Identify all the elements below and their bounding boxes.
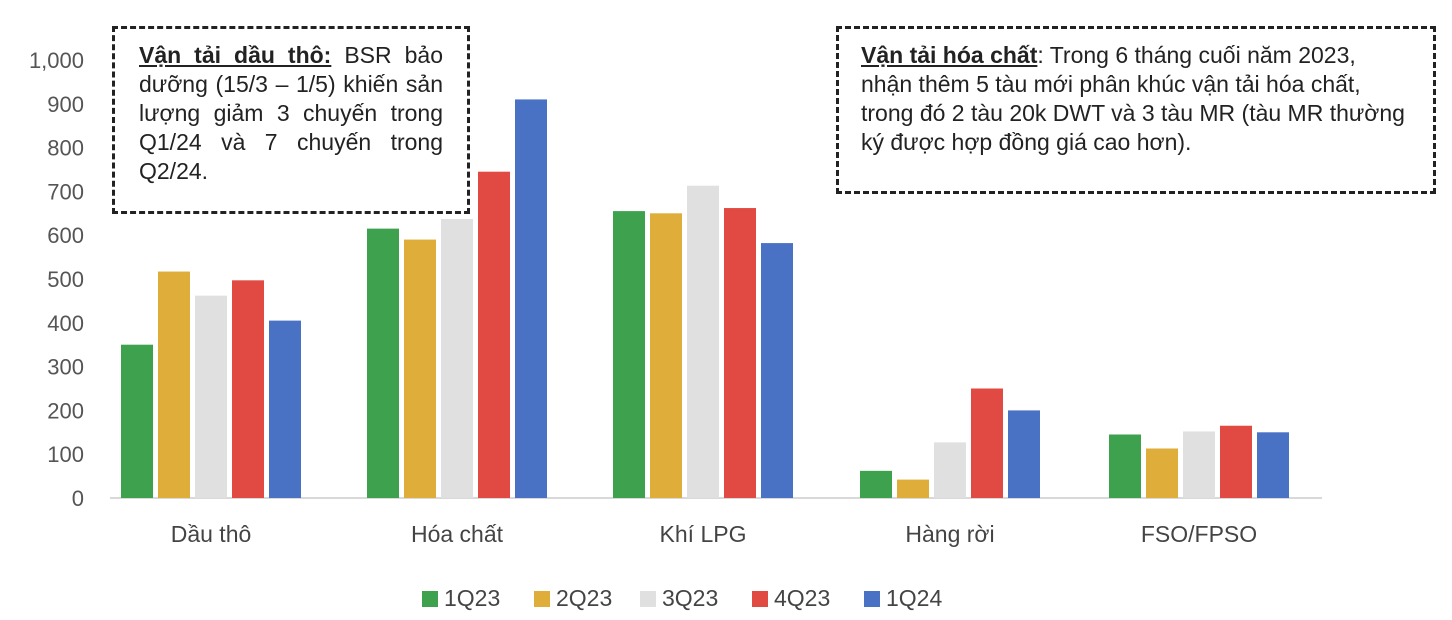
bar-3q23 bbox=[934, 442, 966, 498]
crude-oil-annotation: Vận tải dầu thô: BSR bảo dưỡng (15/3 – 1… bbox=[112, 26, 470, 214]
y-tick-label: 300 bbox=[47, 355, 84, 380]
bar-1q23 bbox=[367, 228, 399, 498]
bar-2q23 bbox=[158, 271, 190, 498]
legend-label: 1Q24 bbox=[886, 585, 943, 611]
x-category-label: Khí LPG bbox=[660, 521, 747, 547]
legend-item-2q23: 2Q23 bbox=[534, 585, 612, 612]
legend-item-3q23: 3Q23 bbox=[640, 585, 718, 612]
bar-1q24 bbox=[269, 320, 301, 498]
legend-swatch bbox=[640, 590, 656, 607]
bar-3q23 bbox=[1183, 431, 1215, 498]
y-tick-label: 500 bbox=[47, 267, 84, 292]
bar-4q23 bbox=[232, 280, 264, 498]
bar-1q23 bbox=[860, 470, 892, 498]
legend-label: 3Q23 bbox=[662, 585, 719, 611]
chemical-annotation-heading: Vận tải hóa chất bbox=[861, 42, 1038, 68]
legend-item-1q23: 1Q23 bbox=[422, 585, 500, 612]
bar-2q23 bbox=[1146, 448, 1178, 498]
y-tick-label: 400 bbox=[47, 311, 84, 336]
legend-label: 2Q23 bbox=[556, 585, 613, 611]
legend-label: 1Q23 bbox=[444, 585, 501, 611]
legend-swatch bbox=[422, 590, 438, 607]
crude-annotation-heading: Vận tải dầu thô: bbox=[139, 42, 332, 68]
legend-swatch bbox=[534, 590, 550, 607]
bar-1q23 bbox=[613, 211, 645, 499]
legend-item-4q23: 4Q23 bbox=[752, 585, 830, 612]
bar-4q23 bbox=[1220, 425, 1252, 498]
bar-4q23 bbox=[971, 388, 1003, 498]
chemical-annotation-text: : Trong 6 tháng cuối năm 2023, nhận thêm… bbox=[861, 42, 1405, 155]
x-category-label: Hóa chất bbox=[411, 521, 504, 547]
bar-3q23 bbox=[687, 185, 719, 498]
x-category-label: Dầu thô bbox=[171, 521, 252, 547]
y-tick-label: 1,000 bbox=[29, 48, 84, 73]
bar-3q23 bbox=[441, 218, 473, 498]
bar-1q24 bbox=[761, 243, 793, 498]
legend-label: 4Q23 bbox=[774, 585, 831, 611]
bar-2q23 bbox=[897, 479, 929, 498]
chart-legend: 1Q23 2Q23 3Q23 4Q23 1Q24 bbox=[0, 585, 1452, 615]
y-tick-label: 700 bbox=[47, 179, 84, 204]
y-tick-label: 100 bbox=[47, 442, 84, 467]
bar-1q23 bbox=[1109, 434, 1141, 498]
x-category-label: FSO/FPSO bbox=[1141, 521, 1257, 547]
bar-1q24 bbox=[1257, 432, 1289, 498]
crude-annotation-text: BSR bảo dưỡng (15/3 – 1/5) khiến sản lượ… bbox=[139, 42, 443, 184]
bar-2q23 bbox=[650, 213, 682, 499]
legend-swatch bbox=[752, 590, 768, 607]
bar-2q23 bbox=[404, 239, 436, 498]
chemical-annotation: Vận tải hóa chất: Trong 6 tháng cuối năm… bbox=[836, 26, 1436, 194]
y-tick-label: 600 bbox=[47, 223, 84, 248]
y-tick-label: 200 bbox=[47, 398, 84, 423]
y-tick-label: 0 bbox=[72, 486, 84, 511]
legend-swatch bbox=[864, 590, 880, 607]
bar-1q24 bbox=[1008, 410, 1040, 498]
x-category-label: Hàng rời bbox=[905, 521, 994, 547]
bar-4q23 bbox=[478, 171, 510, 498]
legend-item-1q24: 1Q24 bbox=[864, 585, 942, 612]
y-tick-label: 800 bbox=[47, 136, 84, 161]
bar-1q24 bbox=[515, 99, 547, 499]
bar-4q23 bbox=[724, 208, 756, 498]
bar-1q23 bbox=[121, 344, 153, 498]
y-tick-label: 900 bbox=[47, 92, 84, 117]
bar-3q23 bbox=[195, 295, 227, 498]
